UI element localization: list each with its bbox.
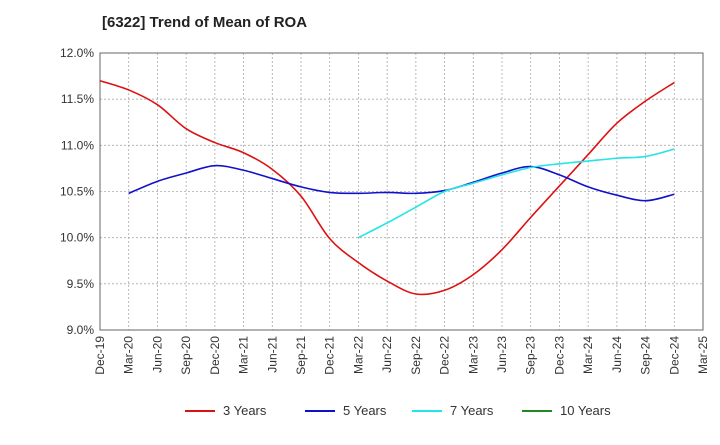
x-tick-label: Dec-19 [93, 336, 107, 375]
x-tick-label: Jun-23 [495, 336, 509, 373]
legend-label: 3 Years [223, 403, 267, 418]
x-tick-label: Jun-20 [150, 336, 164, 373]
y-tick-label: 11.5% [61, 92, 94, 106]
chart-title: [6322] Trend of Mean of ROA [102, 14, 308, 31]
x-tick-label: Sep-24 [639, 336, 653, 375]
x-tick-label: Dec-21 [323, 336, 337, 375]
y-tick-label: 11.0% [61, 138, 94, 152]
x-tick-label: Dec-22 [438, 336, 452, 375]
x-tick-label: Jun-21 [265, 336, 279, 373]
legend-item-7-years: 7 Years [412, 403, 494, 418]
legend-item-5-years: 5 Years [305, 403, 387, 418]
x-tick-label: Jun-24 [610, 336, 624, 373]
x-tick-label: Dec-23 [552, 336, 566, 375]
legend-label: 5 Years [343, 403, 387, 418]
x-tick-label: Mar-21 [237, 336, 251, 374]
legend-item-3-years: 3 Years [185, 403, 267, 418]
legend-item-10-years: 10 Years [522, 403, 611, 418]
x-tick-label: Mar-24 [581, 336, 595, 374]
x-tick-label: Mar-22 [351, 336, 365, 374]
y-tick-label: 12.0% [60, 46, 94, 60]
y-tick-label: 9.0% [67, 323, 95, 337]
x-tick-label: Sep-22 [409, 336, 423, 375]
plot-border [99, 52, 704, 331]
series-line-3-years [99, 79, 675, 296]
y-tick-label: 9.5% [67, 277, 95, 291]
x-tick-label: Dec-24 [667, 336, 681, 375]
y-tick-label: 10.0% [60, 231, 94, 245]
x-tick-label: Mar-20 [122, 336, 136, 374]
x-tick-label: Sep-20 [179, 336, 193, 375]
x-tick-label: Dec-20 [208, 336, 222, 375]
x-tick-label: Mar-25 [696, 336, 710, 374]
series-line-5-years [128, 164, 675, 202]
x-tick-label: Jun-22 [380, 336, 394, 373]
y-tick-label: 10.5% [60, 185, 94, 199]
x-tick-label: Sep-23 [524, 336, 538, 375]
legend-label: 7 Years [450, 403, 494, 418]
x-tick-label: Mar-23 [466, 336, 480, 374]
series-line-7-years [358, 148, 675, 239]
legend-label: 10 Years [560, 403, 611, 418]
x-tick-label: Sep-21 [294, 336, 308, 375]
